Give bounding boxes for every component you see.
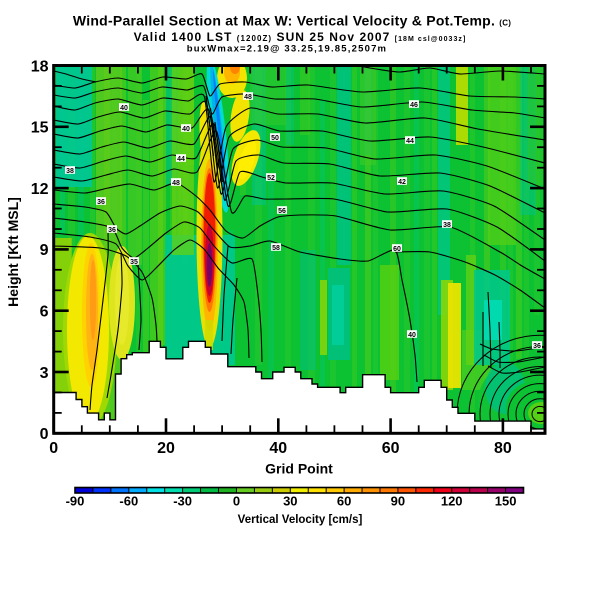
svg-text:6: 6 [40, 304, 49, 321]
svg-text:Grid Point: Grid Point [265, 461, 333, 477]
svg-text:-60: -60 [119, 494, 138, 509]
svg-text:30: 30 [283, 494, 297, 509]
svg-text:18: 18 [31, 58, 49, 75]
svg-text:46: 46 [410, 102, 418, 109]
svg-text:60: 60 [393, 246, 401, 253]
svg-text:50: 50 [271, 135, 279, 142]
svg-text:48: 48 [244, 94, 252, 101]
svg-text:80: 80 [494, 440, 512, 457]
svg-text:60: 60 [337, 494, 351, 509]
svg-text:44: 44 [177, 156, 185, 163]
svg-text:36: 36 [533, 343, 541, 350]
svg-text:44: 44 [406, 138, 414, 145]
svg-text:Valid 1400 LST (1200Z) SUN 25: Valid 1400 LST (1200Z) SUN 25 Nov 2007 [… [134, 30, 467, 44]
svg-text:15: 15 [31, 120, 49, 137]
svg-text:56: 56 [278, 208, 286, 215]
svg-text:90: 90 [391, 494, 405, 509]
svg-text:36: 36 [108, 227, 116, 234]
svg-text:58: 58 [272, 245, 280, 252]
svg-text:0: 0 [40, 426, 49, 443]
svg-text:60: 60 [382, 440, 400, 457]
svg-text:0: 0 [49, 440, 58, 457]
svg-text:-30: -30 [173, 494, 192, 509]
svg-text:3: 3 [40, 365, 49, 382]
svg-text:150: 150 [495, 494, 517, 509]
svg-text:0: 0 [233, 494, 240, 509]
svg-text:48: 48 [172, 180, 180, 187]
svg-text:38: 38 [443, 222, 451, 229]
svg-text:Wind-Parallel Section at Max W: Wind-Parallel Section at Max W: Vertical… [73, 13, 511, 29]
svg-text:buxWmax=2.19@ 33.25,19.85,2507: buxWmax=2.19@ 33.25,19.85,2507m [187, 44, 387, 55]
svg-text:20: 20 [157, 440, 175, 457]
svg-text:12: 12 [31, 181, 49, 198]
svg-text:40: 40 [182, 126, 190, 133]
svg-text:40: 40 [269, 440, 287, 457]
svg-text:40: 40 [120, 105, 128, 112]
svg-text:9: 9 [40, 242, 49, 259]
svg-text:36: 36 [97, 199, 105, 206]
svg-text:120: 120 [441, 494, 463, 509]
svg-text:Vertical Velocity [cm/s]: Vertical Velocity [cm/s] [238, 514, 363, 526]
svg-text:-90: -90 [66, 494, 85, 509]
svg-text:35: 35 [130, 259, 138, 266]
svg-text:42: 42 [398, 179, 406, 186]
svg-text:38: 38 [66, 168, 74, 175]
svg-text:52: 52 [267, 175, 275, 182]
svg-text:Height [Kft MSL]: Height [Kft MSL] [5, 197, 21, 307]
svg-text:40: 40 [408, 332, 416, 339]
